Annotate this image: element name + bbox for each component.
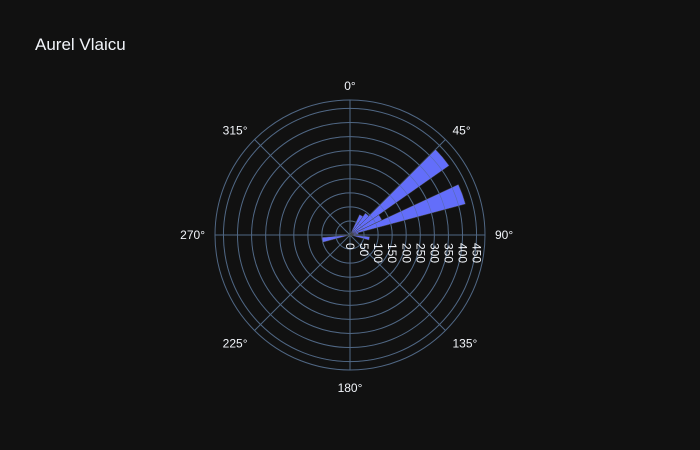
angle-label-0: 0° <box>344 79 356 93</box>
radial-label-50: 50 <box>357 243 371 257</box>
radial-label-100: 100 <box>371 243 385 263</box>
angle-label-270: 270° <box>180 228 205 242</box>
grid-circle-overlay-350 <box>251 136 449 334</box>
angle-label-135: 135° <box>453 337 478 351</box>
radial-label-450: 450 <box>470 243 484 263</box>
bars <box>223 108 477 362</box>
angle-label-180: 180° <box>338 381 363 395</box>
angle-label-315: 315° <box>223 124 248 138</box>
grid-circle-overlay-50 <box>335 220 365 250</box>
chart-title: Aurel Vlaicu <box>35 35 126 54</box>
radial-label-350: 350 <box>441 243 455 263</box>
radial-label-150: 150 <box>385 243 399 263</box>
angle-label-45: 45° <box>453 124 471 138</box>
grid-circle-overlay-200 <box>293 178 407 292</box>
radial-label-200: 200 <box>399 243 413 263</box>
bar-100deg <box>349 234 370 241</box>
angle-label-90: 90° <box>495 228 513 242</box>
radial-tick-labels: 0 50 100 150 200 250 300 350 400 450 <box>343 243 484 263</box>
grid-circle-overlay-250 <box>279 164 421 306</box>
bar-80deg <box>349 232 359 236</box>
grid-circle-overlay-300 <box>265 150 435 320</box>
radial-label-400: 400 <box>456 243 470 263</box>
bar-70deg <box>349 184 466 236</box>
grid-circle-overlay-100 <box>321 206 379 264</box>
angular-tick-labels: 0° 45° 90° 135° 180° 225° 270° 315° <box>180 79 513 395</box>
angle-label-225: 225° <box>223 337 248 351</box>
grid-spoke-315 <box>254 139 351 236</box>
radial-label-300: 300 <box>427 243 441 263</box>
grid-circle-overlay-150 <box>307 192 393 278</box>
radial-label-250: 250 <box>413 243 427 263</box>
grid-circle-overlay-450 <box>223 108 477 362</box>
grid-circle-overlay-400 <box>237 122 463 348</box>
grid-spoke-225 <box>254 234 351 331</box>
radial-label-0: 0 <box>343 243 357 250</box>
bar-50deg <box>349 149 450 236</box>
